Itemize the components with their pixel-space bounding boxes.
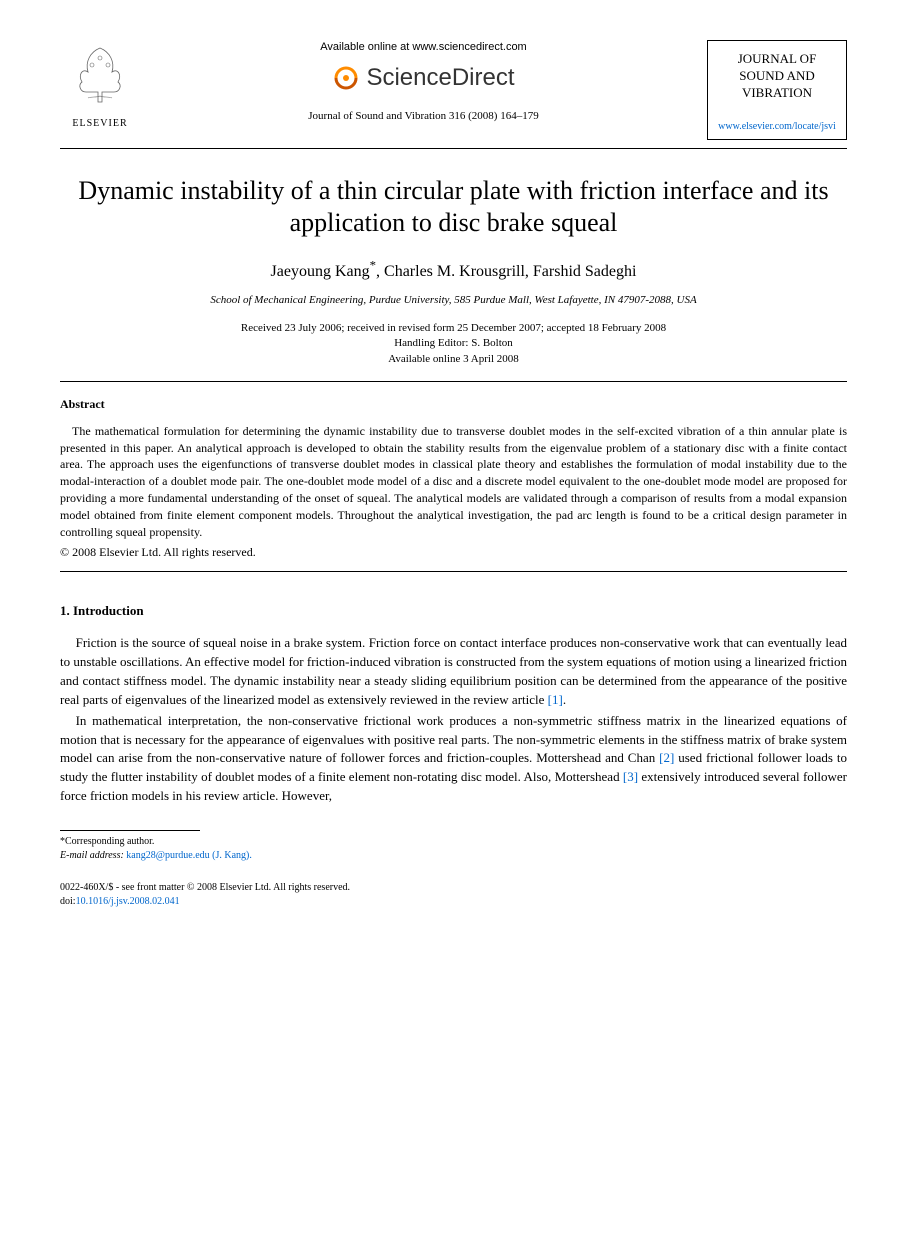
doi-label: doi: xyxy=(60,896,76,907)
ref-link-3[interactable]: [3] xyxy=(623,769,638,784)
doi-link[interactable]: 10.1016/j.jsv.2008.02.041 xyxy=(76,896,180,907)
email-link[interactable]: kang28@purdue.edu (J. Kang). xyxy=(126,850,252,861)
para1-text-b: . xyxy=(563,692,566,707)
pre-abstract-rule xyxy=(60,381,847,382)
post-abstract-rule xyxy=(60,571,847,572)
sciencedirect-icon xyxy=(332,64,360,92)
email-line: E-mail address: kang28@purdue.edu (J. Ka… xyxy=(60,849,847,863)
received-line: Received 23 July 2006; received in revis… xyxy=(60,321,847,336)
sciencedirect-logo: ScienceDirect xyxy=(160,61,687,95)
ref-link-1[interactable]: [1] xyxy=(548,692,563,707)
dates-block: Received 23 July 2006; received in revis… xyxy=(60,321,847,367)
section-1-heading: 1. Introduction xyxy=(60,602,847,620)
journal-line1: JOURNAL OF xyxy=(714,51,840,68)
footnote-block: *Corresponding author. E-mail address: k… xyxy=(60,835,847,863)
email-label: E-mail address: xyxy=(60,850,124,861)
bottom-info: 0022-460X/$ - see front matter © 2008 El… xyxy=(60,881,847,909)
top-rule xyxy=(60,148,847,149)
authors-text: Jaeyoung Kang*, Charles M. Krousgrill, F… xyxy=(271,263,637,280)
article-title: Dynamic instability of a thin circular p… xyxy=(60,175,847,240)
editor-line: Handling Editor: S. Bolton xyxy=(60,336,847,351)
intro-para-2: In mathematical interpretation, the non-… xyxy=(60,712,847,806)
elsevier-logo: ELSEVIER xyxy=(60,40,140,131)
abstract-heading: Abstract xyxy=(60,396,847,413)
elsevier-label: ELSEVIER xyxy=(60,117,140,131)
abstract-copyright: © 2008 Elsevier Ltd. All rights reserved… xyxy=(60,544,847,561)
sciencedirect-text: ScienceDirect xyxy=(366,61,514,95)
issn-line: 0022-460X/$ - see front matter © 2008 El… xyxy=(60,881,847,895)
affiliation-line: School of Mechanical Engineering, Purdue… xyxy=(60,293,847,308)
intro-para-1: Friction is the source of squeal noise i… xyxy=(60,634,847,709)
journal-url-link[interactable]: www.elsevier.com/locate/jsvi xyxy=(714,120,840,133)
citation-line: Journal of Sound and Vibration 316 (2008… xyxy=(160,109,687,124)
header-center: Available online at www.sciencedirect.co… xyxy=(140,40,707,124)
footnote-rule xyxy=(60,830,200,831)
available-online-text: Available online at www.sciencedirect.co… xyxy=(160,40,687,55)
journal-line3: VIBRATION xyxy=(714,85,840,102)
para1-text-a: Friction is the source of squeal noise i… xyxy=(60,635,847,707)
abstract-text: The mathematical formulation for determi… xyxy=(60,423,847,541)
ref-link-2[interactable]: [2] xyxy=(659,750,674,765)
elsevier-tree-icon xyxy=(70,40,130,110)
authors-line: Jaeyoung Kang*, Charles M. Krousgrill, F… xyxy=(60,258,847,284)
page-header: ELSEVIER Available online at www.science… xyxy=(60,40,847,140)
journal-line2: SOUND AND xyxy=(714,68,840,85)
journal-title-box: JOURNAL OF SOUND AND VIBRATION www.elsev… xyxy=(707,40,847,140)
available-line: Available online 3 April 2008 xyxy=(60,352,847,367)
doi-line: doi:10.1016/j.jsv.2008.02.041 xyxy=(60,895,847,909)
corresponding-author: *Corresponding author. xyxy=(60,835,847,849)
